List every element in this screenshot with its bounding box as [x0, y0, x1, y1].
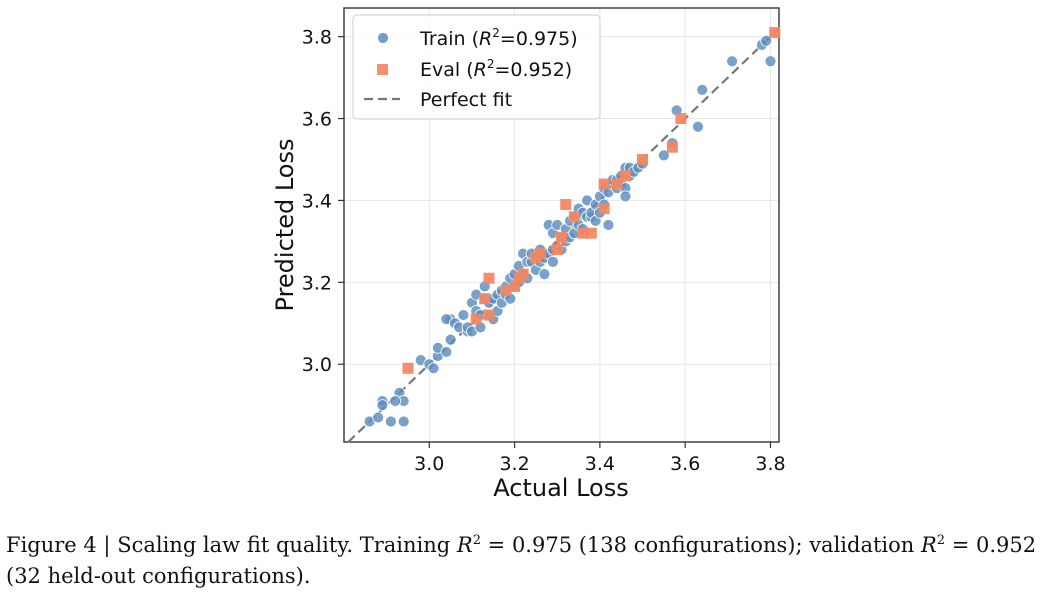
eval-point — [517, 268, 529, 280]
x-tick-label: 3.4 — [585, 453, 615, 475]
train-point — [372, 411, 385, 424]
train-point — [385, 415, 397, 428]
eval-point — [483, 272, 495, 284]
train-point — [457, 309, 470, 321]
eval-point — [509, 280, 521, 292]
train-point — [696, 83, 709, 96]
legend: Train (R2=0.975) Eval (R2=0.952) Perfect… — [352, 14, 601, 120]
eval-point — [551, 244, 563, 256]
train-point — [692, 120, 704, 133]
eval-point — [483, 309, 495, 321]
scatter-chart: 3.0 3.2 3.4 3.6 3.8 3.0 3.2 3.4 3.6 3.8 Actual L… — [271, 7, 786, 502]
eval-point — [598, 178, 610, 190]
x-axis-ticks: 3.0 3.2 3.4 3.6 3.8 — [414, 442, 786, 475]
legend-train-marker — [377, 32, 389, 44]
legend-perfect-label: Perfect fit — [420, 89, 512, 111]
caption-figure-label: Figure 4 | — [6, 533, 111, 557]
train-point — [427, 362, 440, 375]
caption-text-2: = 0.975 (138 configurations); validation — [481, 533, 921, 557]
y-axis-ticks: 3.0 3.2 3.4 3.6 3.8 — [302, 27, 344, 376]
train-point — [726, 55, 738, 68]
eval-point — [585, 227, 597, 239]
eval-point — [402, 362, 414, 374]
legend-eval-label: Eval (R2=0.952) — [420, 57, 572, 81]
train-point — [538, 268, 551, 281]
x-tick-label: 3.0 — [414, 453, 444, 475]
figure-caption: Figure 4 | Scaling law fit quality. Trai… — [6, 530, 1052, 592]
train-point — [397, 415, 410, 428]
train-point — [444, 333, 457, 346]
eval-series — [402, 27, 781, 374]
y-tick-label: 3.8 — [302, 27, 332, 49]
train-point — [376, 399, 389, 412]
eval-point — [556, 231, 567, 243]
eval-point — [769, 27, 781, 39]
caption-text-3: = 0.952 (32 held-out configurations). — [6, 533, 1037, 588]
train-point — [764, 55, 777, 68]
eval-point — [577, 227, 589, 239]
y-tick-label: 3.6 — [302, 109, 332, 131]
eval-point — [568, 211, 580, 223]
y-tick-label: 3.0 — [302, 354, 332, 376]
eval-point — [637, 153, 649, 165]
eval-point — [611, 178, 623, 190]
train-point — [602, 219, 615, 231]
eval-point — [666, 141, 678, 153]
legend-eval-marker — [377, 64, 388, 75]
train-point — [657, 149, 670, 162]
y-tick-label: 3.4 — [302, 190, 332, 212]
caption-superscript: 2 — [472, 533, 481, 548]
eval-point — [479, 293, 491, 305]
x-tick-label: 3.2 — [499, 453, 529, 475]
train-point — [389, 395, 402, 407]
y-tick-label: 3.2 — [302, 272, 332, 294]
eval-point — [560, 199, 572, 211]
eval-point — [500, 285, 512, 297]
x-tick-label: 3.8 — [755, 453, 785, 475]
caption-r-symbol: R — [456, 533, 473, 557]
train-point — [440, 346, 453, 358]
eval-point — [470, 313, 482, 325]
train-point — [760, 34, 773, 47]
train-point — [547, 255, 559, 268]
legend-box — [352, 14, 601, 120]
x-tick-label: 3.6 — [670, 453, 700, 475]
caption-r-symbol: R — [920, 533, 937, 557]
eval-point — [675, 113, 687, 125]
train-point — [619, 190, 632, 203]
caption-text-1: Scaling law fit quality. Training — [110, 533, 457, 557]
plot-frame — [343, 7, 780, 443]
eval-point — [598, 203, 610, 215]
eval-point — [619, 170, 631, 182]
caption-superscript: 2 — [936, 533, 946, 548]
eval-point — [534, 248, 546, 260]
x-axis-label: Actual Loss — [493, 474, 628, 502]
y-axis-label: Predicted Loss — [271, 139, 299, 312]
